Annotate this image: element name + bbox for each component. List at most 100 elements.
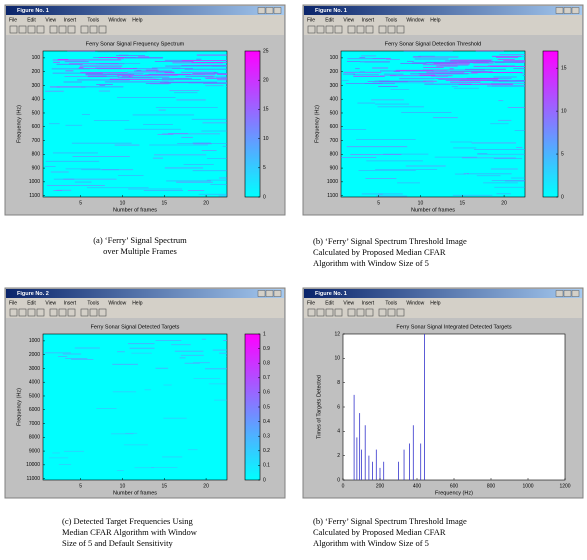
x-tick-label: 20 (501, 200, 507, 206)
colorbar-tick-label: 20 (263, 78, 269, 84)
title-bar (6, 6, 284, 15)
y-tick-label: 3000 (29, 366, 40, 372)
y-tick-label: 600 (330, 124, 339, 130)
window-button (265, 290, 274, 297)
y-tick-label: 100 (32, 55, 41, 61)
toolbar-icon (387, 25, 396, 34)
colorbar (542, 50, 559, 198)
colorbar-tick-label: 0.4 (263, 419, 270, 425)
x-tick-label: 20 (203, 200, 209, 206)
y-tick-label: 400 (330, 97, 339, 103)
colorbar-tick-label: 0.9 (263, 346, 270, 352)
menu-item: Window (108, 300, 126, 306)
window-button (555, 290, 564, 297)
colorbar-tick-label: 5 (263, 165, 266, 171)
y-axis-label: Frequency (Hz) (16, 388, 22, 426)
y-tick-label: 300 (330, 83, 339, 89)
menu-item: Help (430, 17, 441, 23)
menu-item: Edit (27, 300, 36, 306)
menu-item: Window (406, 17, 424, 23)
y-tick-label: 5000 (29, 393, 40, 399)
window-title: Figure No. 1 (315, 291, 347, 297)
y-tick-label: 300 (32, 83, 41, 89)
menu-item: Edit (27, 17, 36, 23)
colorbar-tick-label: 0.6 (263, 390, 270, 396)
toolbar-icon (387, 308, 396, 317)
y-tick-label: 4000 (29, 380, 40, 386)
colorbar-tick-label: 0 (561, 194, 564, 200)
y-tick-label: 200 (330, 69, 339, 75)
toolbar-icon (307, 25, 316, 34)
menu-item: File (307, 17, 315, 23)
window-button (265, 7, 274, 14)
x-axis-label: Number of frames (411, 207, 455, 213)
x-tick-label: 15 (161, 200, 167, 206)
menu-bar (6, 15, 284, 24)
y-axis-label: Frequency (Hz) (314, 105, 320, 143)
plot-title: Ferry Sonar Signal Integrated Detected T… (396, 324, 511, 330)
colorbar-tick-label: 1 (263, 331, 266, 337)
y-tick-label: 4 (337, 429, 340, 435)
y-tick-label: 12 (334, 331, 340, 337)
colorbar-tick-label: 10 (263, 136, 269, 142)
toolbar-icon (89, 308, 98, 317)
toolbar-icon (307, 308, 316, 317)
toolbar-icon (89, 25, 98, 34)
toolbar-icon (365, 25, 374, 34)
y-tick-label: 0 (337, 477, 340, 483)
caption-line: (b) ‘Ferry’ Signal Spectrum Threshold Im… (313, 236, 467, 246)
y-axis-label: Times of Targets Detected (316, 375, 322, 439)
toolbar-icon (18, 308, 27, 317)
colorbar-tick-label: 10 (561, 108, 567, 114)
toolbar-icon (58, 25, 67, 34)
caption-line: Calculated by Proposed Median CFAR (313, 527, 446, 537)
y-tick-label: 800 (330, 152, 339, 158)
y-tick-label: 500 (330, 110, 339, 116)
menu-item: Insert (64, 17, 77, 23)
menu-item: Tools (385, 300, 397, 306)
menu-item: View (45, 17, 56, 23)
x-tick-label: 5 (79, 483, 82, 489)
caption-line: (b) ‘Ferry’ Signal Spectrum Threshold Im… (313, 516, 467, 526)
y-tick-label: 900 (32, 165, 41, 171)
colorbar-tick-label: 0 (263, 194, 266, 200)
y-tick-label: 7000 (29, 421, 40, 427)
toolbar-icon (18, 25, 27, 34)
caption-line: Median CFAR Algorithm with Window (62, 527, 198, 537)
window-button (571, 290, 580, 297)
toolbar-icon (80, 308, 89, 317)
x-tick-label: 200 (376, 483, 385, 489)
caption-line: (c) Detected Target Frequencies Using (62, 516, 194, 526)
window-button (273, 290, 282, 297)
toolbar-icon (378, 308, 387, 317)
x-tick-label: 20 (203, 483, 209, 489)
toolbar-icon (36, 308, 45, 317)
colorbar-tick-label: 0.7 (263, 375, 270, 381)
toolbar (6, 307, 284, 318)
caption-line: Calculated by Proposed Median CFAR (313, 247, 446, 257)
plot-title: Ferry Sonar Signal Detection Threshold (385, 41, 482, 47)
colorbar-tick-label: 15 (263, 107, 269, 113)
toolbar (6, 24, 284, 35)
y-tick-label: 8 (337, 380, 340, 386)
y-tick-label: 500 (32, 110, 41, 116)
colorbar (244, 50, 261, 198)
menu-item: Tools (87, 300, 99, 306)
toolbar-icon (27, 308, 36, 317)
y-tick-label: 700 (330, 138, 339, 144)
y-tick-label: 100 (330, 55, 339, 61)
y-tick-label: 200 (32, 69, 41, 75)
window-button (555, 7, 564, 14)
y-tick-label: 10 (334, 356, 340, 362)
toolbar-icon (396, 308, 405, 317)
x-tick-label: 800 (487, 483, 496, 489)
x-tick-label: 0 (342, 483, 345, 489)
y-tick-label: 9000 (29, 448, 40, 454)
window-button (571, 7, 580, 14)
y-tick-label: 11000 (26, 476, 40, 482)
x-tick-label: 5 (377, 200, 380, 206)
